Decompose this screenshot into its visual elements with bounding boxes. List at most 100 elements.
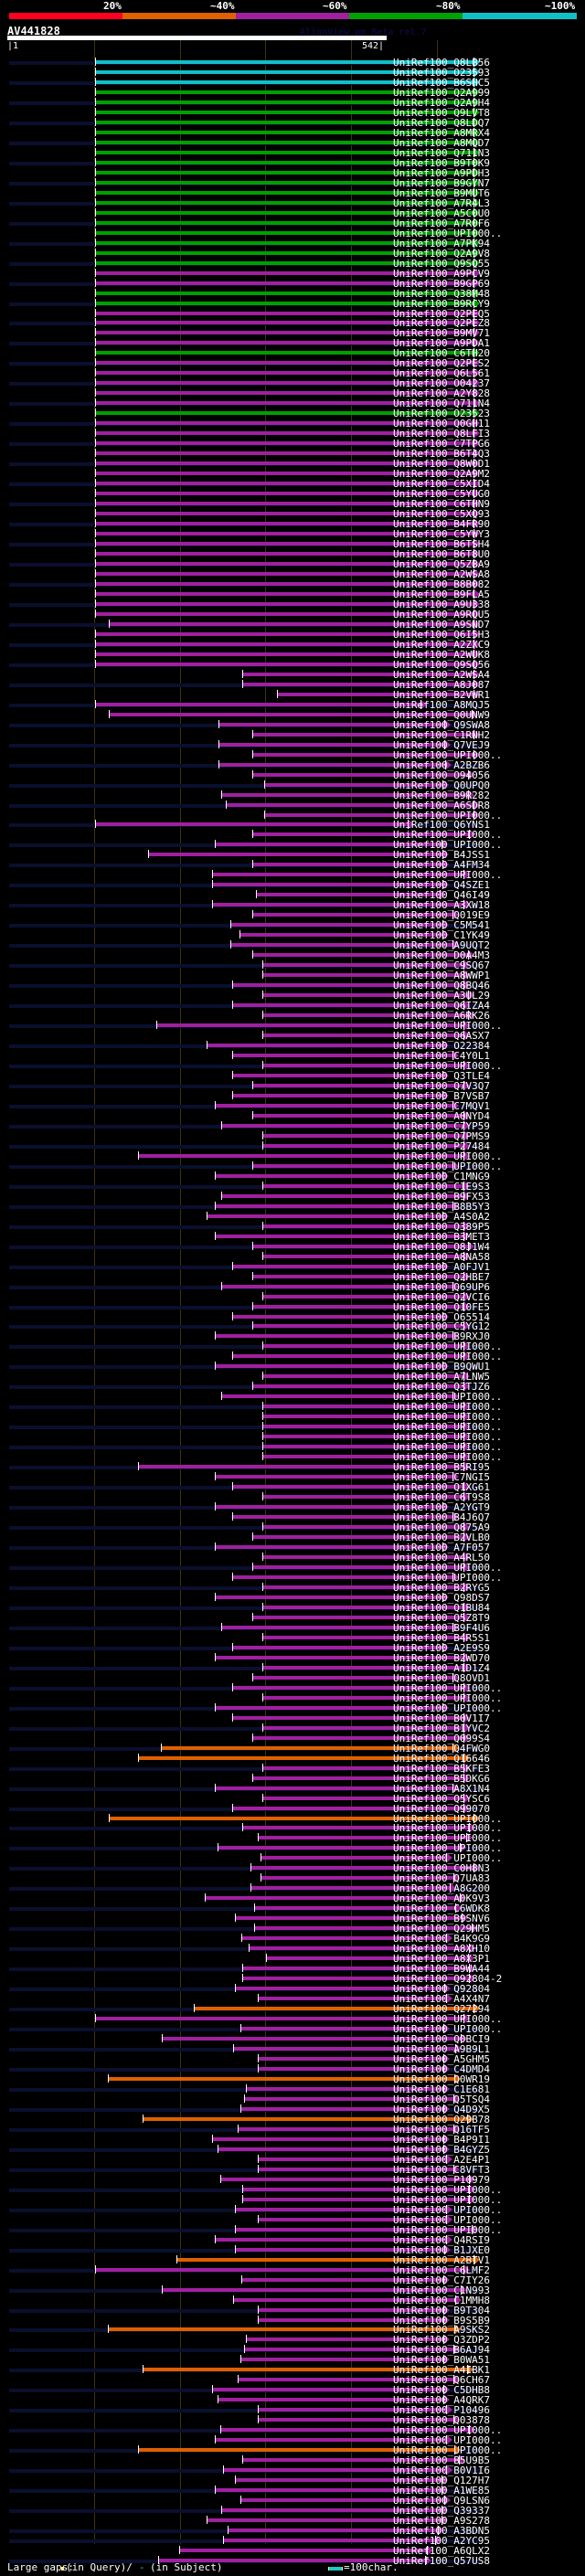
hit-row[interactable]: UniRef100_A8WWP1 (0, 970, 585, 981)
hit-label[interactable]: UniRef100_A1WE85 (393, 2485, 490, 2496)
hit-label[interactable]: UniRef100_A2BTV1 (393, 2254, 490, 2266)
hit-bar[interactable] (109, 713, 472, 716)
hit-row[interactable]: UniRef100_B2WD70 (0, 1652, 585, 1664)
hit-label[interactable]: UniRef100_C4DMD4 (393, 2063, 490, 2075)
hit-bar[interactable] (262, 1034, 463, 1037)
hit-label[interactable]: UniRef100_A2WUK8 (393, 649, 490, 661)
hit-label[interactable]: UniRef100_C6THN9 (393, 498, 490, 510)
hit-label[interactable]: UniRef100_P10979 (393, 2174, 490, 2186)
hit-row[interactable]: UniRef100_B9FX53 (0, 1191, 585, 1203)
hit-bar[interactable] (262, 1666, 463, 1670)
hit-bar[interactable] (95, 312, 473, 315)
hit-row[interactable]: UniRef100_A9UQT2 (0, 939, 585, 951)
hit-label[interactable]: UniRef100_B3MET3 (393, 1231, 490, 1243)
hit-label[interactable]: UniRef100_UPI000.. (393, 1572, 503, 1584)
hit-row[interactable]: UniRef100_Q2VCI6 (0, 1291, 585, 1303)
hit-bar[interactable] (161, 1746, 452, 1750)
hit-bar[interactable] (262, 1415, 463, 1418)
hit-label[interactable]: UniRef100_Q69UP6 (393, 1281, 490, 1293)
hit-row[interactable]: UniRef100_A7LNW5 (0, 1371, 585, 1383)
hit-row[interactable]: UniRef100_UPI000.. (0, 2424, 585, 2436)
hit-bar[interactable] (218, 2398, 443, 2401)
hit-bar[interactable] (258, 2408, 446, 2412)
hit-row[interactable]: UniRef100_A4RL50 (0, 1552, 585, 1564)
hit-bar[interactable] (232, 1686, 463, 1690)
hit-row[interactable]: UniRef100_A4IBK1 (0, 2364, 585, 2376)
hit-bar[interactable] (242, 1966, 469, 1970)
hit-label[interactable]: UniRef100_A6SDR8 (393, 800, 490, 811)
hit-bar[interactable] (223, 2539, 435, 2542)
hit-row[interactable]: UniRef100_B9RXJ0 (0, 1330, 585, 1342)
hit-label[interactable]: UniRef100_Q92804 (393, 1983, 490, 1995)
hit-row[interactable]: UniRef100_B1YVC2 (0, 1723, 585, 1734)
hit-label[interactable]: UniRef100_Q57US8 (393, 2555, 490, 2567)
hit-label[interactable]: UniRef100_UPI000.. (393, 1842, 503, 1854)
hit-label[interactable]: UniRef100_B9MV71 (393, 327, 490, 339)
hit-bar[interactable] (232, 1265, 442, 1268)
hit-label[interactable]: UniRef100_Q8BQ46 (393, 980, 490, 991)
hit-label[interactable]: UniRef100_C1MMH8 (393, 2295, 490, 2306)
hit-row[interactable]: UniRef100_UPI000.. (0, 1702, 585, 1714)
hit-label[interactable]: UniRef100_Q7VEJ9 (393, 739, 490, 751)
hit-bar[interactable] (242, 2198, 469, 2201)
hit-row[interactable]: UniRef100_A9B9L1 (0, 2043, 585, 2055)
hit-label[interactable]: UniRef100_Q2A999 (393, 87, 490, 99)
hit-row[interactable]: UniRef100_B5U9B5 (0, 2454, 585, 2466)
hit-label[interactable]: UniRef100_Q7V3Q7 (393, 1080, 490, 1092)
hit-row[interactable]: UniRef100_UPI000.. (0, 1562, 585, 1574)
hit-row[interactable]: UniRef100_A8MQJ5 (0, 699, 585, 711)
hit-row[interactable]: UniRef100_Q9SQ55 (0, 258, 585, 270)
hit-row[interactable]: UniRef100_Q4D9X5 (0, 2104, 585, 2115)
hit-bar[interactable] (261, 1856, 446, 1860)
hit-row[interactable]: UniRef100_B5RI95 (0, 1461, 585, 1473)
hit-label[interactable]: UniRef100_B4JSS1 (393, 849, 490, 861)
hit-row[interactable]: UniRef100_B9RCY9 (0, 298, 585, 310)
hit-bar[interactable] (252, 1384, 463, 1388)
hit-row[interactable]: UniRef100_Q10FE5 (0, 1301, 585, 1313)
hit-bar[interactable] (95, 542, 473, 546)
hit-label[interactable]: UniRef100_C1E681 (393, 2083, 490, 2095)
hit-bar[interactable] (252, 1245, 468, 1248)
hit-label[interactable]: UniRef100_A8X1N4 (393, 1783, 490, 1795)
hit-row[interactable]: UniRef100_Q98DS7 (0, 1592, 585, 1604)
hit-row[interactable]: UniRef100_UPI000.. (0, 1421, 585, 1433)
hit-row[interactable]: UniRef100_Q875A9 (0, 1521, 585, 1533)
hit-bar[interactable] (244, 2097, 453, 2101)
hit-label[interactable]: UniRef100_A2YC95 (393, 2535, 490, 2547)
hit-label[interactable]: UniRef100_C6TH20 (393, 347, 490, 359)
hit-bar[interactable] (95, 80, 473, 84)
hit-bar[interactable] (252, 1535, 463, 1539)
hit-row[interactable]: UniRef100_C6TH20 (0, 347, 585, 359)
hit-label[interactable]: UniRef100_Q2HBE7 (393, 1271, 490, 1283)
hit-label[interactable]: UniRef100_A2YGT9 (393, 1501, 490, 1513)
hit-bar[interactable] (240, 2027, 443, 2030)
hit-bar[interactable] (95, 191, 473, 195)
hit-bar[interactable] (220, 2428, 469, 2432)
hit-label[interactable]: UniRef100_UPI000.. (393, 1060, 503, 1072)
hit-label[interactable]: UniRef100_C1MNG9 (393, 1171, 490, 1182)
hit-bar[interactable] (207, 1044, 442, 1047)
hit-label[interactable]: UniRef100_A9PDH3 (393, 167, 490, 179)
hit-row[interactable]: UniRef100_B3MET3 (0, 1231, 585, 1243)
hit-bar[interactable] (138, 2448, 454, 2452)
hit-bar[interactable] (233, 2298, 455, 2302)
hit-bar[interactable] (240, 2358, 443, 2361)
hit-bar[interactable] (252, 1776, 463, 1780)
hit-row[interactable]: UniRef100_Q7UA83 (0, 1872, 585, 1884)
hit-bar[interactable] (235, 2208, 446, 2211)
hit-label[interactable]: UniRef100_B2WD70 (393, 1652, 490, 1664)
hit-bar[interactable] (95, 281, 473, 285)
hit-row[interactable]: UniRef100_B6TSH4 (0, 538, 585, 550)
hit-row[interactable]: UniRef100_Q9SQ56 (0, 659, 585, 671)
hit-label[interactable]: UniRef100_Q6CH67 (393, 2374, 490, 2386)
hit-bar[interactable] (252, 1084, 463, 1087)
hit-row[interactable]: UniRef100_Q8LFI3 (0, 428, 585, 440)
hit-bar[interactable] (95, 411, 473, 415)
hit-bar[interactable] (252, 1305, 463, 1309)
hit-bar[interactable] (95, 371, 473, 375)
hit-bar[interactable] (242, 683, 473, 686)
hit-label[interactable]: UniRef100_UPI000.. (393, 2013, 503, 2025)
hit-label[interactable]: UniRef100_O04237 (393, 377, 490, 389)
hit-row[interactable]: UniRef100_B9QWU1 (0, 1361, 585, 1373)
hit-label[interactable]: UniRef100_UPI000.. (393, 2424, 503, 2436)
